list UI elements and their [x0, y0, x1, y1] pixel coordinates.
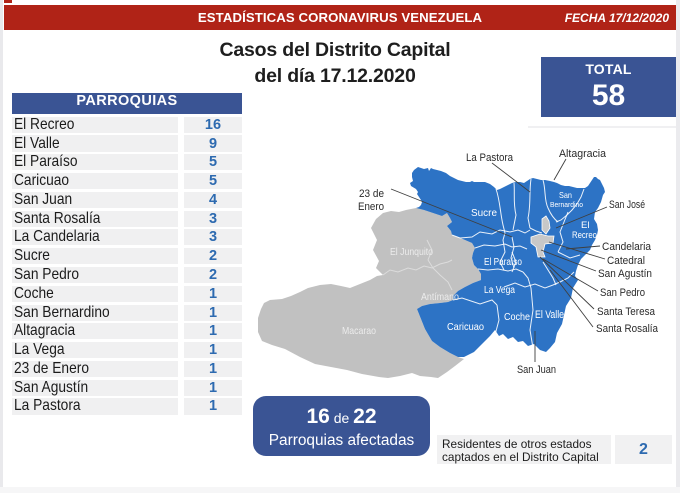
svg-text:La Vega: La Vega [484, 285, 515, 296]
svg-text:Catedral: Catedral [607, 255, 645, 267]
svg-text:Sucre: Sucre [471, 207, 497, 219]
svg-text:Recreo: Recreo [572, 230, 597, 241]
svg-text:Coche: Coche [504, 312, 530, 323]
svg-text:Caricuao: Caricuao [447, 321, 484, 333]
svg-text:El Valle: El Valle [535, 309, 564, 321]
svg-text:23 de: 23 de [359, 188, 384, 200]
svg-text:Santa Teresa: Santa Teresa [597, 306, 656, 318]
svg-text:Bernardino: Bernardino [550, 200, 583, 209]
svg-text:Altagracia: Altagracia [559, 148, 607, 160]
svg-text:Antímano: Antímano [421, 291, 459, 303]
svg-text:El Paraíso: El Paraíso [484, 257, 522, 268]
svg-text:San Juan: San Juan [517, 364, 556, 376]
svg-text:Macarao: Macarao [342, 325, 376, 337]
svg-text:San José: San José [609, 199, 645, 211]
svg-text:San: San [559, 190, 572, 200]
svg-text:Candelaria: Candelaria [602, 241, 652, 253]
svg-text:San Pedro: San Pedro [600, 287, 645, 299]
svg-text:San Agustín: San Agustín [598, 268, 652, 280]
svg-text:La Pastora: La Pastora [466, 152, 514, 164]
svg-text:Enero: Enero [358, 201, 384, 213]
svg-text:El Junquito: El Junquito [390, 246, 433, 258]
svg-text:Santa Rosalía: Santa Rosalía [596, 323, 659, 335]
svg-text:El: El [581, 220, 589, 231]
